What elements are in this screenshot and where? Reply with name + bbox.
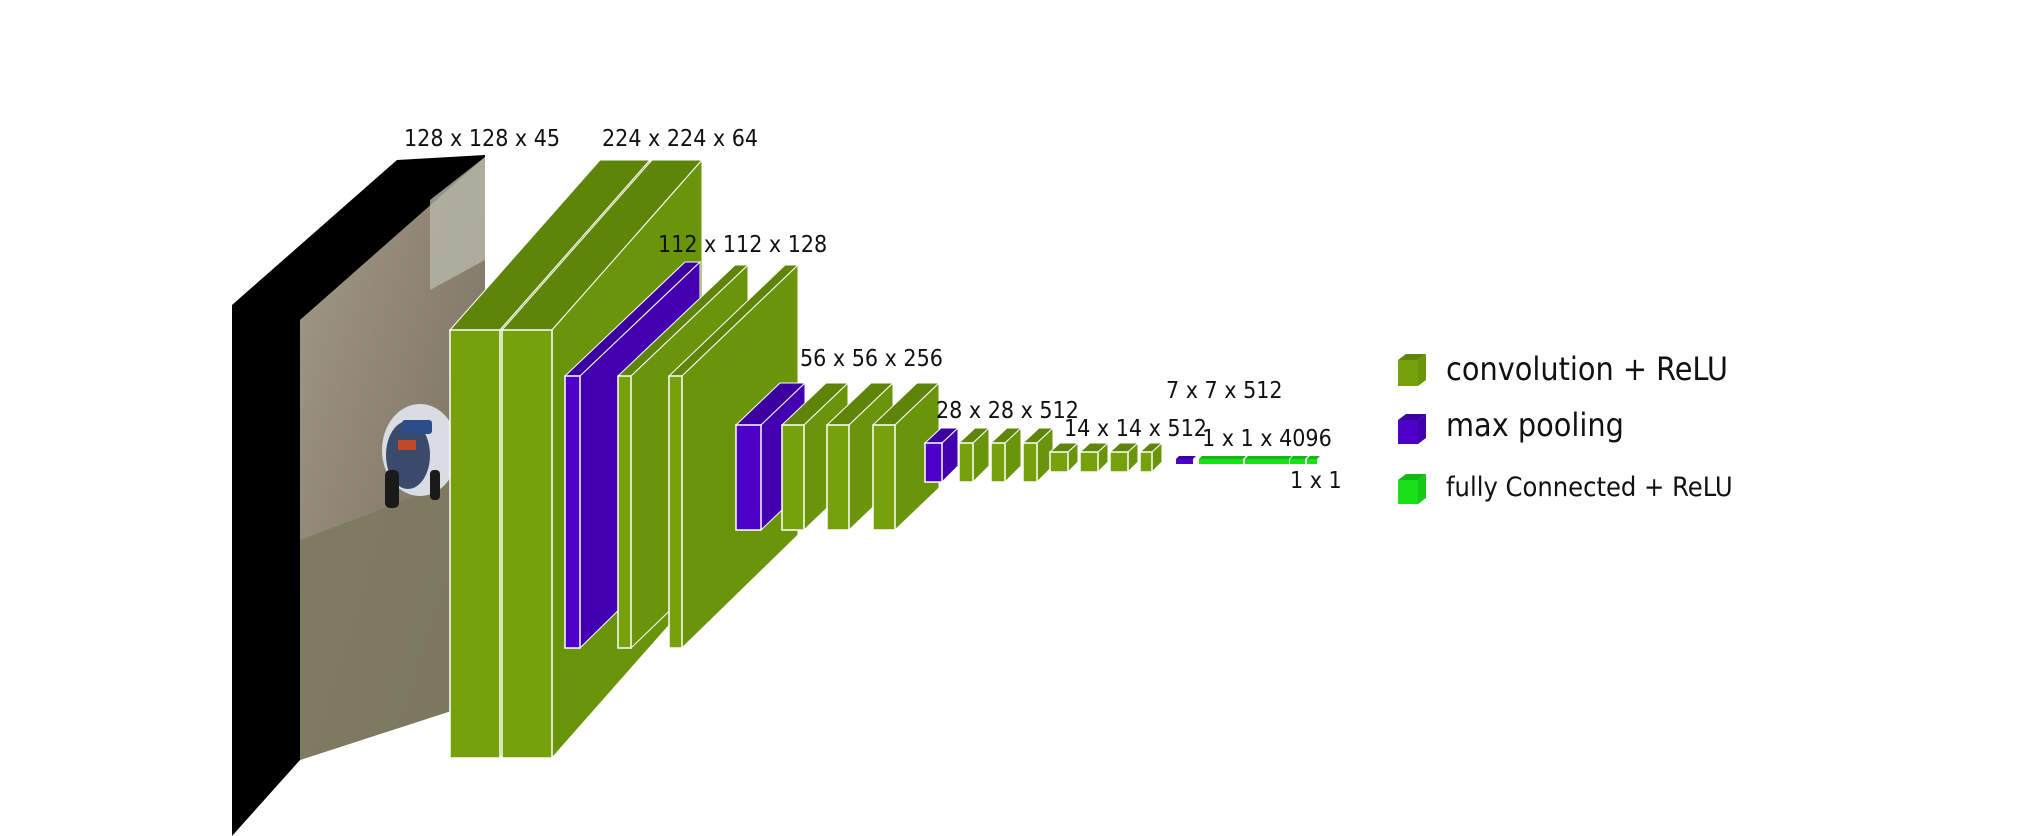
legend-label-pool: max pooling [1446, 406, 1624, 444]
conv5-slab-1 [1048, 441, 1080, 474]
legend-item-conv: convolution + ReLU [1398, 350, 1728, 388]
legend-label-fc: fully Connected + ReLU [1446, 472, 1733, 503]
conv3-block [780, 381, 941, 532]
pool5-dim-label: 7 x 7 x 512 [1166, 378, 1283, 404]
conv3-slab-3 [871, 381, 941, 532]
conv4-slab-2 [989, 426, 1023, 484]
pool3-slab [923, 426, 960, 484]
conv3-dim-label: 56 x 56 x 256 [800, 346, 943, 372]
fc-block [1199, 456, 1320, 464]
fc-slab-3 [1290, 456, 1308, 464]
purple-cube-icon [1398, 414, 1426, 444]
conv5-dim-label: 14 x 14 x 512 [1064, 416, 1207, 442]
conv5-block [1048, 441, 1164, 474]
input-dim-label: 128 x 128 x 45 [404, 126, 560, 152]
conv4-slab-1 [957, 426, 991, 484]
legend-item-fc: fully Connected + ReLU [1398, 472, 1733, 504]
conv2-dim-label: 112 x 112 x 128 [658, 232, 827, 258]
fc-slab-2 [1245, 456, 1292, 464]
pool5-slab [1176, 456, 1196, 464]
legend: convolution + ReLU max pooling fully Con… [1398, 350, 1733, 504]
conv4-block [957, 426, 1055, 484]
photo-sky [430, 157, 485, 290]
conv4-slab-3 [1021, 426, 1055, 484]
green-cube-icon [1398, 354, 1426, 386]
fc-dim-label: 1 x 1 x 4096 [1202, 426, 1332, 452]
conv1-dim-label: 224 x 224 x 64 [602, 126, 758, 152]
photo-road-edge [300, 470, 485, 760]
fc-slab-4 [1307, 456, 1320, 464]
conv4-dim-label: 28 x 28 x 512 [936, 398, 1079, 424]
conv5-slab-4 [1138, 441, 1164, 474]
legend-label-conv: convolution + ReLU [1446, 350, 1728, 388]
conv5-slab-2 [1078, 441, 1110, 474]
input-image-block [232, 155, 485, 836]
fc-slab-1 [1199, 456, 1246, 464]
rally-car-icon [382, 404, 458, 508]
bright-green-cube-icon [1398, 474, 1426, 504]
conv5-slab-3 [1108, 441, 1140, 474]
output-dim-label: 1 x 1 [1290, 468, 1342, 494]
legend-item-pool: max pooling [1398, 406, 1624, 444]
